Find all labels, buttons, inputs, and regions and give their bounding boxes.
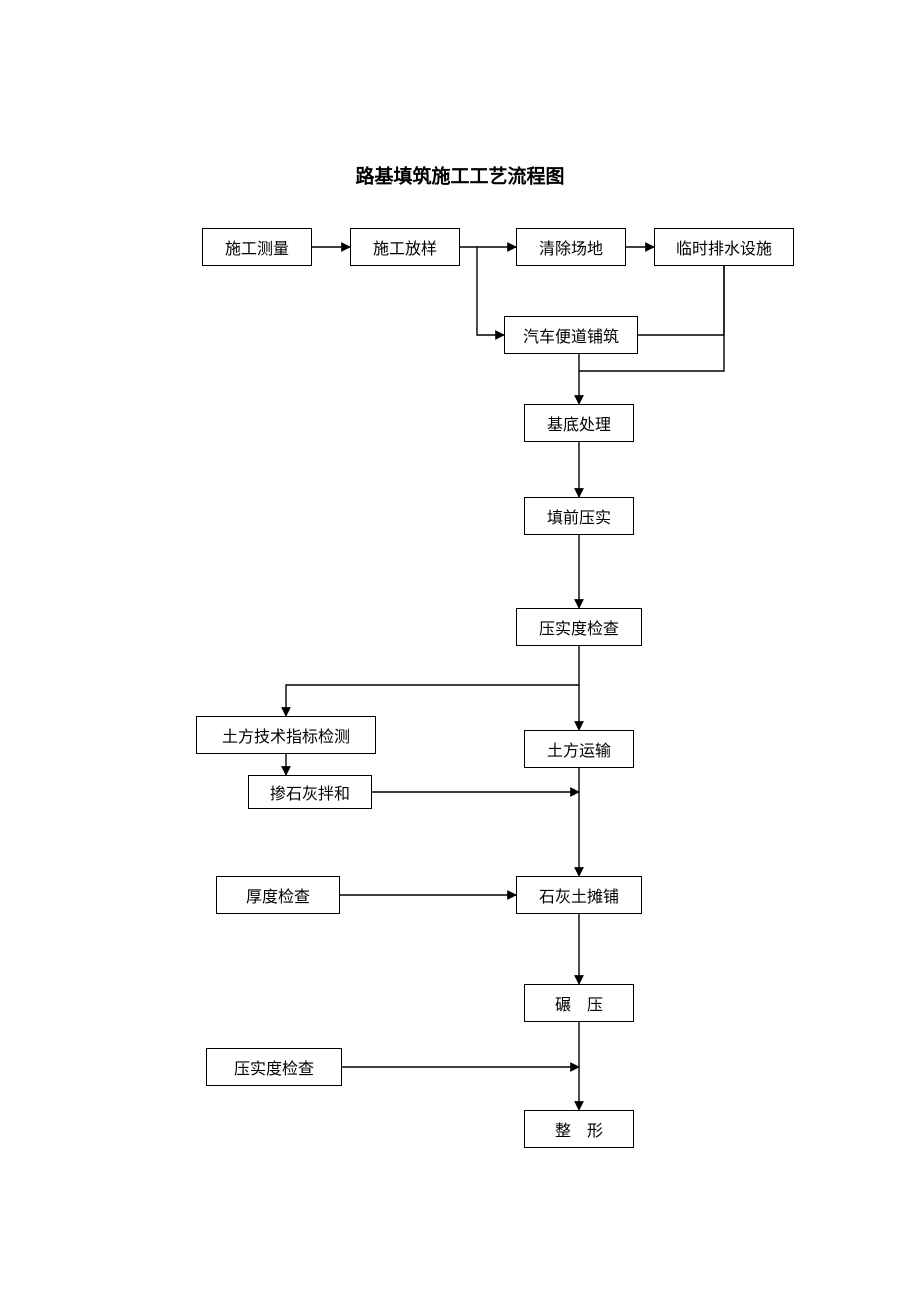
flow-node-label: 整 形 — [555, 1117, 603, 1141]
flow-edge-11 — [286, 685, 579, 716]
flow-node-n8: 压实度检查 — [516, 608, 642, 646]
flow-node-label: 掺石灰拌和 — [270, 780, 350, 804]
flow-node-label: 厚度检查 — [246, 883, 310, 907]
flow-node-label: 填前压实 — [547, 504, 611, 528]
flow-node-n7: 填前压实 — [524, 497, 634, 535]
flow-node-n3: 清除场地 — [516, 228, 626, 266]
flow-node-label: 清除场地 — [539, 235, 603, 259]
flow-node-label: 石灰土摊铺 — [539, 883, 619, 907]
flow-node-n2: 施工放样 — [350, 228, 460, 266]
flow-node-n12: 厚度检查 — [216, 876, 340, 914]
flow-node-n6: 基底处理 — [524, 404, 634, 442]
flow-node-n9: 土方技术指标检测 — [196, 716, 376, 754]
flow-node-n10: 掺石灰拌和 — [248, 775, 372, 809]
flow-node-n14: 碾 压 — [524, 984, 634, 1022]
flow-node-label: 压实度检查 — [234, 1055, 314, 1079]
edges-layer — [0, 0, 920, 1302]
flowchart-canvas: 路基填筑施工工艺流程图 施工测量施工放样清除场地临时排水设施汽车便道铺筑基底处理… — [0, 0, 920, 1302]
flow-node-label: 汽车便道铺筑 — [523, 323, 619, 347]
flow-node-label: 施工测量 — [225, 235, 289, 259]
flow-node-label: 压实度检查 — [539, 615, 619, 639]
flow-node-n13: 石灰土摊铺 — [516, 876, 642, 914]
flow-edge-4 — [638, 266, 724, 335]
flow-node-n5: 汽车便道铺筑 — [504, 316, 638, 354]
flow-node-n16: 整 形 — [524, 1110, 634, 1148]
flow-node-n4: 临时排水设施 — [654, 228, 794, 266]
flow-node-n11: 土方运输 — [524, 730, 634, 768]
flow-node-label: 施工放样 — [373, 235, 437, 259]
flow-node-label: 临时排水设施 — [676, 235, 772, 259]
flow-node-n1: 施工测量 — [202, 228, 312, 266]
flow-node-label: 基底处理 — [547, 411, 611, 435]
flow-edge-3 — [477, 247, 504, 335]
flow-node-n15: 压实度检查 — [206, 1048, 342, 1086]
flow-node-label: 土方技术指标检测 — [222, 723, 350, 747]
flow-node-label: 碾 压 — [555, 991, 603, 1015]
flow-node-label: 土方运输 — [547, 737, 611, 761]
